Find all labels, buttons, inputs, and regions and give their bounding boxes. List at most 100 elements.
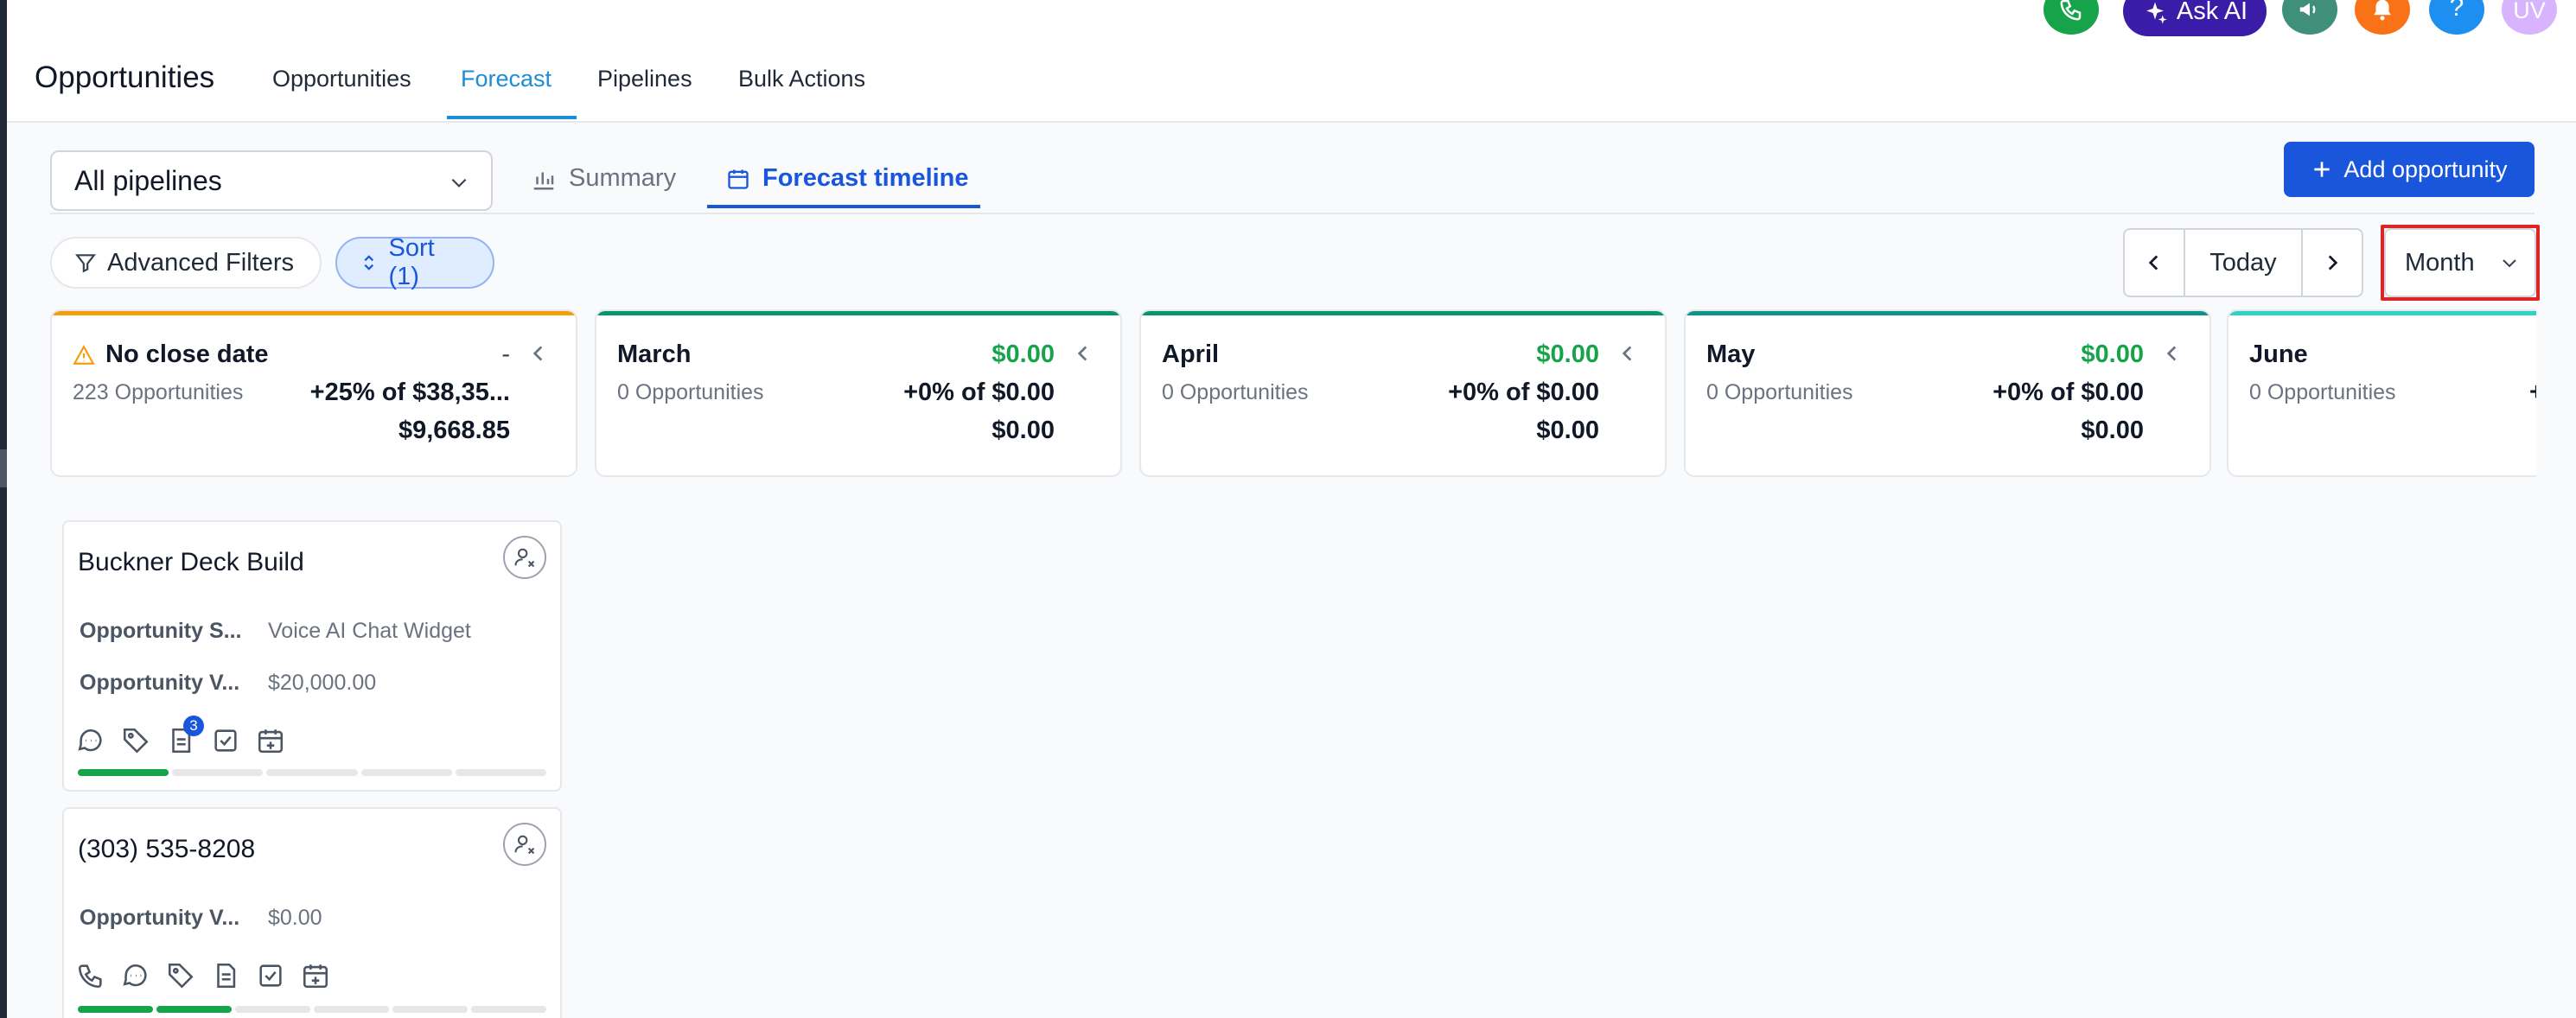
note-icon [217,963,236,989]
view-tab-summary-label: Summary [569,164,677,192]
column-count: 0 Opportunities [2249,380,2396,404]
column-header: No close date [73,340,269,369]
opportunity-card[interactable]: (303) 535-8208 Opportunity V... $0.00 [62,807,562,1018]
column-name: March [617,340,692,368]
field-value: $0.00 [268,906,322,930]
column-header: June [2249,340,2308,369]
left-rail [0,0,7,1018]
page-title: Opportunities [35,60,215,94]
advanced-filters-button[interactable]: Advanced Filters [50,237,322,289]
left-rail-handle[interactable] [0,449,7,487]
tasks-button[interactable] [256,961,285,990]
period-select-value: Month [2405,248,2475,277]
collapse-chevron-icon[interactable] [527,342,550,365]
column-total: $9,668.85 [398,417,510,444]
pipeline-select[interactable]: All pipelines [50,150,493,211]
stage-segment [266,769,358,776]
collapse-chevron-icon[interactable] [1616,342,1639,365]
previous-period-button[interactable] [2125,230,2185,296]
tab-forecast[interactable]: Forecast [461,66,552,92]
phone-button[interactable] [2044,0,2099,35]
calendar-icon [728,169,749,189]
unassigned-user-button[interactable] [503,823,546,866]
column-count: 223 Opportunities [73,380,244,404]
tab-pipelines[interactable]: Pipelines [597,66,692,92]
avatar[interactable]: UV [2502,0,2557,35]
checkbox-icon [259,964,282,987]
column-name: June [2249,340,2308,368]
column-header: April [1162,340,1219,369]
pipeline-select-value: All pipelines [74,164,222,196]
stage-segment [78,769,169,776]
announcements-button[interactable] [2282,0,2337,35]
notifications-button[interactable] [2355,0,2410,35]
tags-button[interactable] [121,726,150,755]
period-select[interactable]: Month [2384,228,2536,297]
column-amount: $0.00 [1536,340,1599,368]
next-period-button[interactable] [2301,230,2362,296]
add-opportunity-button[interactable]: Add opportunity [2284,142,2535,197]
column-header: May [1706,340,1755,369]
forecast-columns: No close date 223 Opportunities - +25% o… [0,302,2536,484]
filter-icon [75,254,96,273]
column-name: April [1162,340,1220,368]
column-percent: + [2529,379,2536,407]
column-count: 0 Opportunities [1162,380,1309,404]
forecast-column: April 0 Opportunities $0.00 +0% of $0.00… [1139,309,1667,477]
conversation-button[interactable] [76,726,105,755]
ask-ai-button[interactable]: Ask AI [2123,0,2267,36]
user-x-icon [514,835,535,855]
notes-button[interactable]: 3 [166,716,204,755]
column-name: May [1706,340,1756,368]
column-name: No close date [105,340,269,368]
plus-icon [2314,162,2331,177]
sort-button[interactable]: Sort (1) [335,234,494,290]
appointment-button[interactable] [256,726,285,755]
help-icon: ? [2449,0,2464,22]
notes-button[interactable] [211,961,240,990]
sparkle-icon [2146,2,2167,24]
view-tab-forecast-timeline[interactable]: Forecast timeline [726,164,969,193]
view-tab-forecast-timeline-label: Forecast timeline [762,164,969,192]
field-label: Opportunity V... [80,906,240,930]
phone-icon [2060,0,2082,21]
stage-segment [78,1006,153,1013]
stage-segment [156,1006,232,1013]
unassigned-user-button[interactable] [503,536,546,579]
advanced-filters-label: Advanced Filters [107,248,294,277]
column-accent-line [1141,311,1665,315]
megaphone-icon [2299,3,2316,16]
card-title[interactable]: Buckner Deck Build [78,548,304,576]
card-title[interactable]: (303) 535-8208 [78,835,256,863]
collapse-chevron-icon[interactable] [2161,342,2184,365]
appointment-button[interactable] [301,961,330,990]
column-percent: +25% of $38,35... [309,379,510,406]
tab-bulk-actions[interactable]: Bulk Actions [738,66,866,92]
field-value: Voice AI Chat Widget [268,619,471,643]
card-actions [76,961,330,990]
tags-button[interactable] [166,961,195,990]
conversation-button[interactable] [121,961,150,990]
active-view-indicator [707,205,980,208]
tasks-button[interactable] [211,726,240,755]
view-tab-summary[interactable]: Summary [531,164,676,193]
field-label: Opportunity V... [80,671,240,695]
column-count: 0 Opportunities [1706,380,1853,404]
help-button[interactable]: ? [2429,0,2484,35]
bar-chart-icon [533,172,554,189]
column-total: $0.00 [1536,417,1599,444]
today-button[interactable]: Today [2209,248,2277,277]
tab-opportunities[interactable]: Opportunities [272,66,411,92]
tag-icon [123,728,149,754]
column-accent-line [1686,311,2209,315]
add-opportunity-label: Add opportunity [2343,156,2508,182]
stage-segment [172,769,264,776]
forecast-column: March 0 Opportunities $0.00 +0% of $0.00… [595,309,1122,477]
opportunity-card[interactable]: Buckner Deck Build Opportunity S... Voic… [62,520,562,792]
stage-progress [78,1006,546,1013]
active-tab-indicator [447,116,577,119]
call-button[interactable] [76,961,105,990]
column-total: $0.00 [992,417,1055,444]
collapse-chevron-icon[interactable] [1072,342,1094,365]
stage-segment [360,769,452,776]
